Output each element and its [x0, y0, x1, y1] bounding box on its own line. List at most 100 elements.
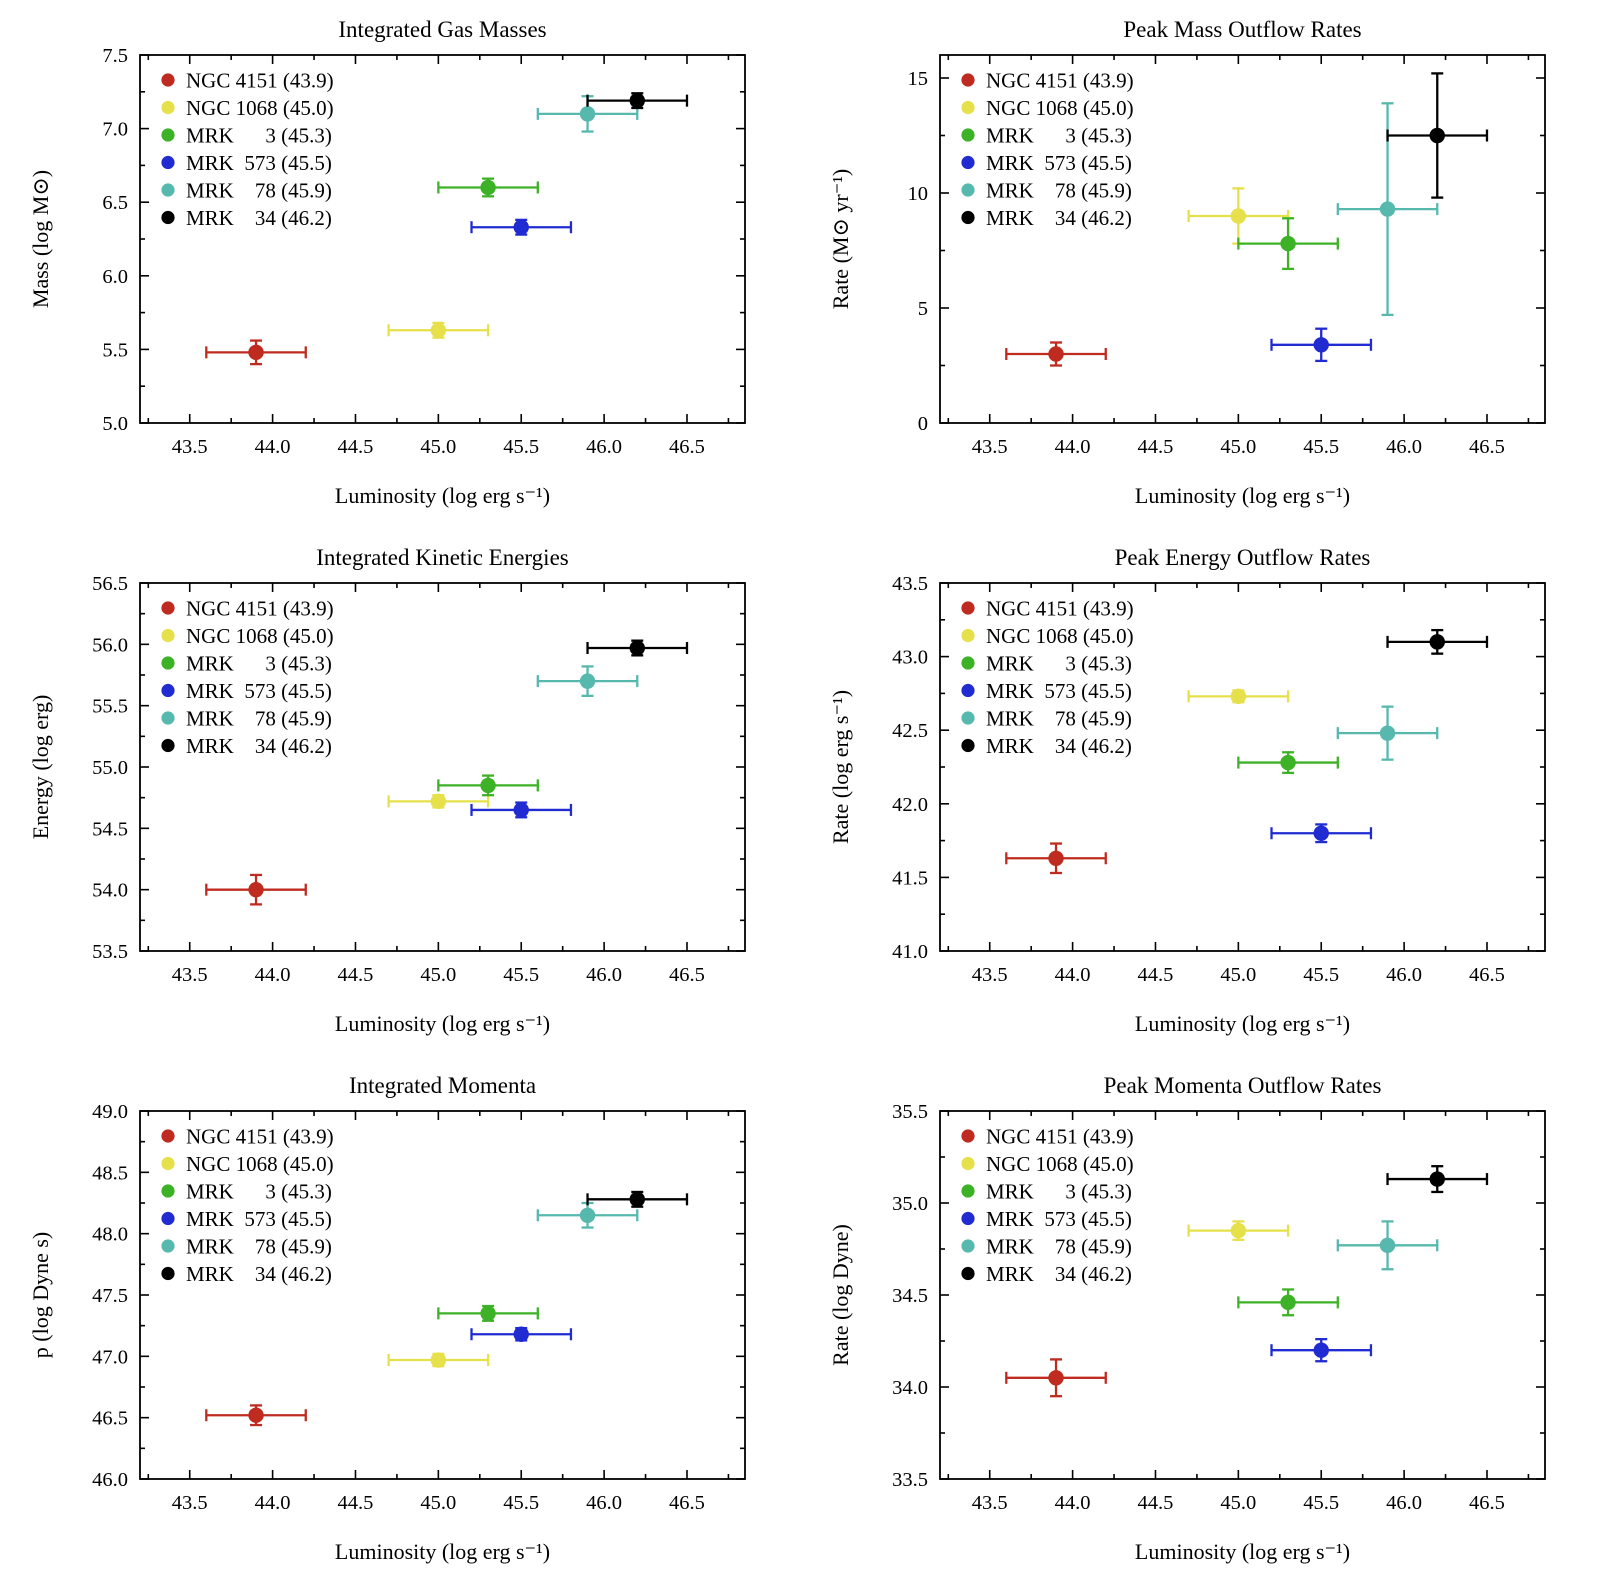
svg-text:35.5: 35.5 — [892, 1101, 928, 1123]
svg-text:45.5: 45.5 — [1303, 436, 1339, 458]
svg-text:43.5: 43.5 — [172, 436, 208, 458]
svg-text:56.0: 56.0 — [92, 634, 128, 656]
svg-text:MRK 573 (45.5): MRK 573 (45.5) — [986, 679, 1132, 703]
svg-text:49.0: 49.0 — [92, 1101, 128, 1123]
svg-text:54.5: 54.5 — [92, 818, 128, 840]
svg-text:Luminosity (log erg s⁻¹): Luminosity (log erg s⁻¹) — [1135, 1539, 1350, 1564]
svg-text:Mass (log M⊙): Mass (log M⊙) — [28, 170, 53, 308]
svg-text:Integrated Gas Masses: Integrated Gas Masses — [338, 17, 546, 42]
svg-text:46.0: 46.0 — [586, 1492, 622, 1514]
svg-text:MRK 34 (46.2): MRK 34 (46.2) — [986, 734, 1132, 758]
panel-peak-energy-outflow-rates: 43.5 44.0 44.5 45.0 45.5 46.0 46.5 41.0 41.5 42.0… — [800, 528, 1600, 1056]
svg-text:6.0: 6.0 — [102, 266, 128, 288]
panel-peak-momenta-outflow-rates: 43.5 44.0 44.5 45.0 45.5 46.0 46.5 33.5 34.0 34.5… — [800, 1056, 1600, 1584]
svg-text:MRK 3 (45.3): MRK 3 (45.3) — [986, 1180, 1132, 1204]
svg-text:MRK 34 (46.2): MRK 34 (46.2) — [186, 734, 332, 758]
svg-text:NGC 4151 (43.9): NGC 4151 (43.9) — [986, 597, 1134, 621]
svg-text:NGC 4151 (43.9): NGC 4151 (43.9) — [186, 69, 334, 93]
svg-text:NGC 1068 (45.0): NGC 1068 (45.0) — [986, 96, 1134, 120]
svg-text:MRK 34 (46.2): MRK 34 (46.2) — [986, 206, 1132, 230]
svg-text:45.5: 45.5 — [1303, 964, 1339, 986]
svg-text:0: 0 — [918, 413, 928, 435]
svg-text:Integrated Kinetic Energies: Integrated Kinetic Energies — [316, 545, 569, 570]
svg-text:42.0: 42.0 — [892, 794, 928, 816]
chart-integrated-momenta: 43.5 44.0 44.5 45.0 45.5 46.0 46.5 46.0 46.5 47.0… — [28, 1073, 746, 1564]
svg-text:10: 10 — [908, 183, 929, 205]
svg-text:45.0: 45.0 — [420, 1492, 456, 1514]
svg-text:44.5: 44.5 — [1138, 1492, 1174, 1514]
svg-text:NGC 1068 (45.0): NGC 1068 (45.0) — [186, 1152, 334, 1176]
svg-text:43.0: 43.0 — [892, 647, 928, 669]
svg-text:46.0: 46.0 — [92, 1469, 128, 1491]
svg-text:44.5: 44.5 — [338, 964, 374, 986]
svg-text:MRK 34 (46.2): MRK 34 (46.2) — [186, 1262, 332, 1286]
svg-text:42.5: 42.5 — [892, 720, 928, 742]
svg-text:46.0: 46.0 — [1386, 1492, 1422, 1514]
svg-text:41.5: 41.5 — [892, 867, 928, 889]
chart-peak-mass-outflow-rates: 43.5 44.0 44.5 45.0 45.5 46.0 46.5 0 5 10 15 Peak M… — [828, 17, 1546, 508]
svg-text:44.0: 44.0 — [1055, 436, 1091, 458]
svg-text:46.5: 46.5 — [1469, 964, 1505, 986]
svg-text:44.5: 44.5 — [338, 1492, 374, 1514]
svg-text:44.0: 44.0 — [255, 436, 291, 458]
svg-text:NGC 4151 (43.9): NGC 4151 (43.9) — [986, 1125, 1134, 1149]
svg-text:Peak Energy Outflow Rates: Peak Energy Outflow Rates — [1115, 545, 1371, 570]
svg-text:43.5: 43.5 — [172, 1492, 208, 1514]
svg-text:46.5: 46.5 — [1469, 1492, 1505, 1514]
svg-text:NGC 4151 (43.9): NGC 4151 (43.9) — [186, 1125, 334, 1149]
panel-integrated-momenta: 43.5 44.0 44.5 45.0 45.5 46.0 46.5 46.0 46.5 47.0… — [0, 1056, 800, 1584]
svg-text:Peak Momenta Outflow Rates: Peak Momenta Outflow Rates — [1104, 1073, 1382, 1098]
svg-text:56.5: 56.5 — [92, 573, 128, 595]
svg-text:MRK 78 (45.9): MRK 78 (45.9) — [186, 1235, 332, 1259]
svg-text:Integrated Momenta: Integrated Momenta — [349, 1073, 536, 1098]
svg-text:Luminosity (log erg s⁻¹): Luminosity (log erg s⁻¹) — [335, 483, 550, 508]
chart-integrated-gas-masses: 43.5 44.0 44.5 45.0 45.5 46.0 46.5 5.0 5.5 6.0 6.5… — [28, 17, 746, 508]
svg-text:NGC 1068 (45.0): NGC 1068 (45.0) — [986, 1152, 1134, 1176]
svg-text:Luminosity (log erg s⁻¹): Luminosity (log erg s⁻¹) — [335, 1011, 550, 1036]
svg-text:MRK 573 (45.5): MRK 573 (45.5) — [186, 151, 332, 175]
svg-text:MRK 78 (45.9): MRK 78 (45.9) — [186, 179, 332, 203]
svg-text:MRK 3 (45.3): MRK 3 (45.3) — [186, 1180, 332, 1204]
svg-text:6.5: 6.5 — [102, 192, 128, 214]
svg-text:44.0: 44.0 — [255, 964, 291, 986]
svg-text:MRK 573 (45.5): MRK 573 (45.5) — [986, 1207, 1132, 1231]
svg-text:MRK 573 (45.5): MRK 573 (45.5) — [986, 151, 1132, 175]
svg-text:44.5: 44.5 — [338, 436, 374, 458]
svg-text:46.0: 46.0 — [586, 436, 622, 458]
svg-text:NGC 1068 (45.0): NGC 1068 (45.0) — [186, 96, 334, 120]
svg-text:44.0: 44.0 — [255, 1492, 291, 1514]
svg-text:MRK 78 (45.9): MRK 78 (45.9) — [986, 1235, 1132, 1259]
svg-text:MRK 78 (45.9): MRK 78 (45.9) — [186, 707, 332, 731]
svg-text:43.5: 43.5 — [172, 964, 208, 986]
svg-text:44.0: 44.0 — [1055, 1492, 1091, 1514]
svg-text:Luminosity (log erg s⁻¹): Luminosity (log erg s⁻¹) — [1135, 1011, 1350, 1036]
svg-text:54.0: 54.0 — [92, 880, 128, 902]
svg-text:MRK 3 (45.3): MRK 3 (45.3) — [186, 652, 332, 676]
svg-text:33.5: 33.5 — [892, 1469, 928, 1491]
svg-text:MRK 3 (45.3): MRK 3 (45.3) — [986, 124, 1132, 148]
svg-text:45.5: 45.5 — [1303, 1492, 1339, 1514]
svg-text:Energy (log erg): Energy (log erg) — [28, 695, 53, 840]
chart-integrated-kinetic-energies: 43.5 44.0 44.5 45.0 45.5 46.0 46.5 53.5 54.0 54.5… — [28, 545, 746, 1036]
chart-peak-momenta-outflow-rates: 43.5 44.0 44.5 45.0 45.5 46.0 46.5 33.5 34.0 34.5… — [828, 1073, 1546, 1564]
svg-text:47.0: 47.0 — [92, 1346, 128, 1368]
svg-text:55.5: 55.5 — [92, 696, 128, 718]
svg-text:43.5: 43.5 — [972, 436, 1008, 458]
svg-text:MRK 573 (45.5): MRK 573 (45.5) — [186, 679, 332, 703]
svg-text:7.0: 7.0 — [102, 119, 128, 141]
svg-text:46.0: 46.0 — [1386, 964, 1422, 986]
svg-text:45.0: 45.0 — [1220, 964, 1256, 986]
svg-text:44.5: 44.5 — [1138, 964, 1174, 986]
svg-text:Rate (log Dyne): Rate (log Dyne) — [828, 1224, 853, 1366]
svg-text:NGC 1068 (45.0): NGC 1068 (45.0) — [986, 624, 1134, 648]
svg-text:44.0: 44.0 — [1055, 964, 1091, 986]
chart-peak-energy-outflow-rates: 43.5 44.0 44.5 45.0 45.5 46.0 46.5 41.0 41.5 42.0… — [828, 545, 1546, 1036]
svg-text:5.5: 5.5 — [102, 339, 128, 361]
svg-text:7.5: 7.5 — [102, 45, 128, 67]
svg-text:45.5: 45.5 — [503, 436, 539, 458]
svg-text:45.0: 45.0 — [420, 964, 456, 986]
svg-text:46.5: 46.5 — [669, 964, 705, 986]
svg-text:15: 15 — [908, 68, 929, 90]
svg-text:53.5: 53.5 — [92, 941, 128, 963]
svg-text:5.0: 5.0 — [102, 413, 128, 435]
